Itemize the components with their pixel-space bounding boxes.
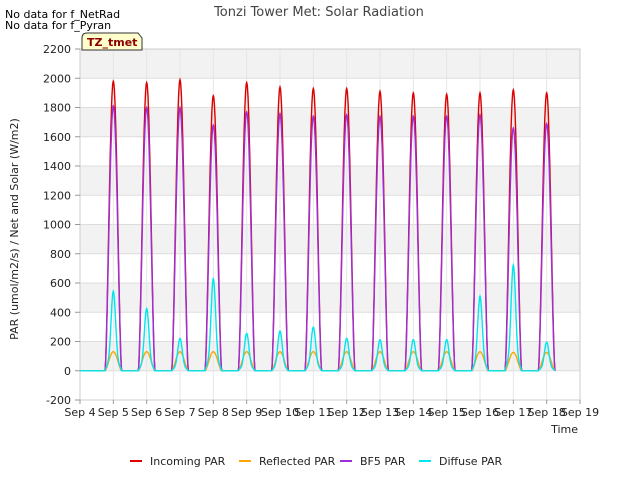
y-tick-label: 0 [64, 365, 71, 378]
y-tick-label: 1800 [43, 102, 71, 115]
x-tick-label: Sep 18 [528, 406, 566, 419]
y-tick-label: 800 [50, 248, 71, 261]
plot-bands [80, 49, 580, 371]
plot-band [80, 49, 580, 79]
x-axis-title: Time [550, 423, 578, 436]
x-tick-label: Sep 15 [428, 406, 466, 419]
x-tick-label: Sep 17 [494, 406, 532, 419]
chart-title: Tonzi Tower Met: Solar Radiation [213, 5, 424, 20]
y-tick-label: 2000 [43, 72, 71, 85]
y-tick-label: 2200 [43, 43, 71, 56]
x-tick-label: Sep 7 [164, 406, 195, 419]
series-line [80, 262, 556, 372]
legend-label: Incoming PAR [150, 455, 226, 468]
legend-label: BF5 PAR [360, 455, 406, 468]
no-data-pyran-note: No data for f_Pyran [5, 19, 112, 32]
x-tick-label: Sep 19 [561, 406, 599, 419]
x-tick-label: Sep 6 [131, 406, 162, 419]
x-tick-label: Sep 8 [198, 406, 229, 419]
y-tick-label: -200 [46, 394, 71, 407]
y-tick-label: 400 [50, 306, 71, 319]
tz-badge-label: TZ_tmet [87, 36, 137, 49]
plot-band [80, 107, 580, 137]
x-tick-label: Sep 14 [394, 406, 432, 419]
x-tick-label: Sep 12 [328, 406, 366, 419]
x-tick-label: Sep 9 [231, 406, 262, 419]
y-axis-title: PAR (umol/m2/s) / Net and Solar (W/m2) [8, 118, 21, 340]
legend-label: Reflected PAR [259, 455, 336, 468]
y-axis-ticks: -200 0 200 400 600 800 1000 1200 1400 1600 1800 200… [43, 43, 80, 407]
x-tick-label: Sep 13 [361, 406, 399, 419]
no-data-netrad-note: No data for f_NetRad [5, 8, 121, 21]
x-tick-label: Sep 11 [294, 406, 332, 419]
y-tick-label: 200 [50, 336, 71, 349]
x-tick-label: Sep 4 [64, 406, 95, 419]
legend: Incoming PAR Reflected PAR BF5 PAR Diffuse … [130, 455, 503, 468]
plot-band [80, 341, 580, 371]
plot-band [80, 283, 580, 313]
y-tick-label: 600 [50, 277, 71, 290]
y-tick-label: 1000 [43, 219, 71, 232]
plot-band [80, 166, 580, 196]
series-layer [80, 77, 556, 372]
x-tick-label: Sep 10 [261, 406, 299, 419]
legend-label: Diffuse PAR [439, 455, 503, 468]
y-tick-label: 1400 [43, 160, 71, 173]
y-tick-label: 1200 [43, 189, 71, 202]
gridlines [79, 48, 581, 401]
x-tick-label: Sep 5 [98, 406, 129, 419]
tz-badge: TZ_tmet [81, 32, 143, 51]
x-tick-label: Sep 16 [461, 406, 499, 419]
y-tick-label: 1600 [43, 131, 71, 144]
plot-band [80, 224, 580, 254]
